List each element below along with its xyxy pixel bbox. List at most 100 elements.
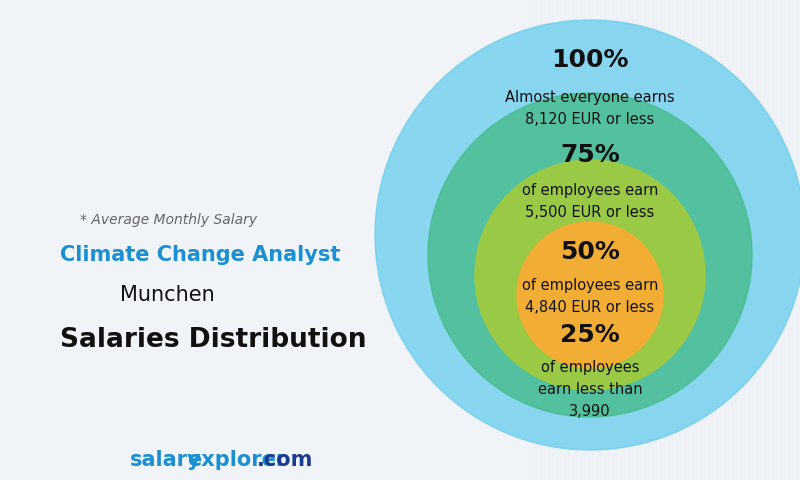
Bar: [584, 0, 592, 480]
Bar: [264, 0, 272, 480]
Bar: [256, 0, 264, 480]
Text: Munchen: Munchen: [120, 285, 214, 305]
Bar: [664, 0, 672, 480]
Circle shape: [375, 20, 800, 450]
Bar: [576, 0, 584, 480]
Bar: [392, 0, 400, 480]
Bar: [216, 0, 224, 480]
Bar: [304, 0, 312, 480]
Bar: [384, 0, 392, 480]
Bar: [472, 0, 480, 480]
Bar: [160, 0, 168, 480]
Bar: [200, 0, 208, 480]
Bar: [344, 0, 352, 480]
Bar: [640, 0, 648, 480]
Text: * Average Monthly Salary: * Average Monthly Salary: [80, 213, 257, 227]
Bar: [608, 0, 616, 480]
Bar: [552, 0, 560, 480]
Bar: [776, 0, 784, 480]
Bar: [752, 0, 760, 480]
Bar: [112, 0, 120, 480]
Bar: [248, 0, 256, 480]
Text: 50%: 50%: [560, 240, 620, 264]
Bar: [616, 0, 624, 480]
Circle shape: [475, 160, 705, 390]
Text: 100%: 100%: [551, 48, 629, 72]
Bar: [352, 0, 360, 480]
Bar: [80, 0, 88, 480]
Bar: [504, 0, 512, 480]
Bar: [360, 0, 368, 480]
Bar: [144, 0, 152, 480]
Bar: [24, 0, 32, 480]
Bar: [16, 0, 24, 480]
Bar: [768, 0, 776, 480]
Bar: [680, 0, 688, 480]
Bar: [272, 0, 280, 480]
Bar: [368, 0, 376, 480]
Text: salary: salary: [130, 450, 202, 470]
Text: Salaries Distribution: Salaries Distribution: [60, 327, 366, 353]
Bar: [544, 0, 552, 480]
Bar: [72, 0, 80, 480]
Bar: [320, 0, 328, 480]
Bar: [40, 0, 48, 480]
Bar: [376, 0, 384, 480]
Bar: [64, 0, 72, 480]
Circle shape: [517, 222, 663, 368]
Bar: [408, 0, 416, 480]
Bar: [648, 0, 656, 480]
Bar: [312, 0, 320, 480]
Bar: [560, 0, 568, 480]
Bar: [520, 0, 528, 480]
Bar: [120, 0, 128, 480]
Text: Almost everyone earns
8,120 EUR or less: Almost everyone earns 8,120 EUR or less: [505, 90, 675, 127]
Bar: [480, 0, 488, 480]
Bar: [784, 0, 792, 480]
Bar: [88, 0, 96, 480]
Text: 75%: 75%: [560, 143, 620, 167]
Bar: [696, 0, 704, 480]
Bar: [672, 0, 680, 480]
Text: of employees earn
4,840 EUR or less: of employees earn 4,840 EUR or less: [522, 278, 658, 315]
Text: 25%: 25%: [560, 323, 620, 347]
Bar: [168, 0, 176, 480]
Bar: [568, 0, 576, 480]
Bar: [224, 0, 232, 480]
Bar: [736, 0, 744, 480]
Text: Climate Change Analyst: Climate Change Analyst: [60, 245, 340, 265]
Bar: [704, 0, 712, 480]
Bar: [96, 0, 104, 480]
Bar: [0, 0, 8, 480]
Bar: [496, 0, 504, 480]
Bar: [760, 0, 768, 480]
Bar: [456, 0, 464, 480]
Bar: [48, 0, 56, 480]
Bar: [176, 0, 184, 480]
Text: .com: .com: [257, 450, 314, 470]
Bar: [192, 0, 200, 480]
Bar: [464, 0, 472, 480]
Bar: [624, 0, 632, 480]
Text: explorer: explorer: [187, 450, 286, 470]
Bar: [296, 0, 304, 480]
Circle shape: [428, 93, 752, 417]
Bar: [328, 0, 336, 480]
Bar: [432, 0, 440, 480]
Bar: [448, 0, 456, 480]
Bar: [632, 0, 640, 480]
Bar: [208, 0, 216, 480]
Bar: [600, 0, 608, 480]
Bar: [512, 0, 520, 480]
Bar: [336, 0, 344, 480]
Bar: [488, 0, 496, 480]
Bar: [104, 0, 112, 480]
Text: of employees
earn less than
3,990: of employees earn less than 3,990: [538, 360, 642, 420]
Text: of employees earn
5,500 EUR or less: of employees earn 5,500 EUR or less: [522, 183, 658, 220]
Bar: [440, 0, 448, 480]
Bar: [792, 0, 800, 480]
Bar: [712, 0, 720, 480]
Bar: [288, 0, 296, 480]
Bar: [128, 0, 136, 480]
Bar: [240, 0, 248, 480]
